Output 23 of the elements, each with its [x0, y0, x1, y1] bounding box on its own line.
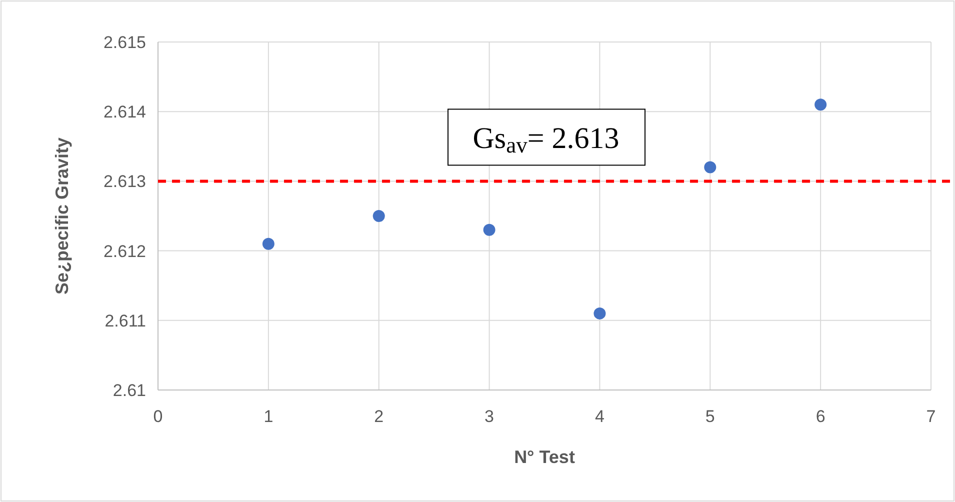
point [814, 98, 827, 111]
y-tick-label: 2.611 [104, 311, 146, 330]
point [594, 307, 606, 320]
y-tick-label: 2.61 [112, 380, 146, 400]
x-tick-label: 4 [594, 407, 604, 426]
x-axis-title: N° Test [514, 447, 575, 467]
x-tick-label: 2 [374, 407, 384, 426]
point [704, 161, 716, 174]
x-tick-label: 5 [705, 407, 715, 426]
y-tick-label: 2.615 [103, 32, 146, 52]
y-tick-label: 2.613 [103, 172, 146, 192]
x-tick-label: 7 [926, 407, 936, 426]
ref-line-label: Gs$_{av}$= 2.613 [472, 122, 620, 158]
y-tick-label: 2.612 [103, 242, 146, 261]
point [483, 224, 496, 236]
x-tick-label: 1 [264, 407, 274, 426]
x-tick-label: 3 [484, 407, 494, 426]
y-tick-label: 2.614 [103, 102, 146, 122]
y-axis-title: Se¿pecific Gravity [52, 137, 72, 295]
point [372, 210, 385, 222]
x-tick-label: 6 [816, 407, 826, 426]
x-tick-label: 0 [153, 407, 163, 426]
point [262, 238, 274, 250]
